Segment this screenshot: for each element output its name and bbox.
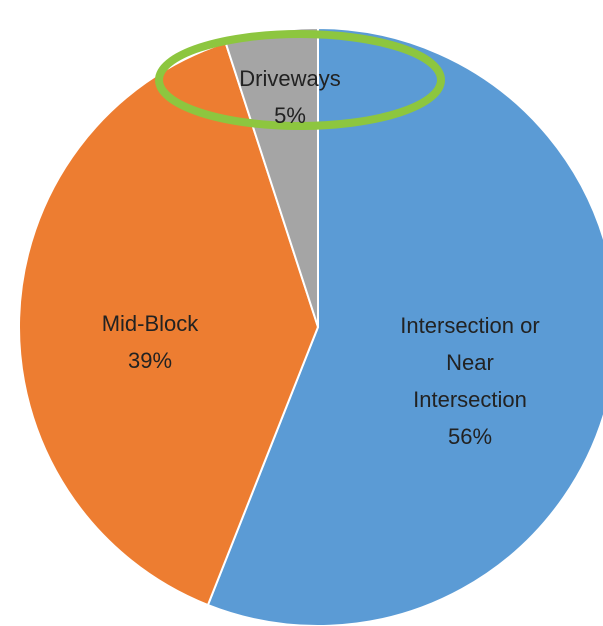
slice-value-label: 56% (447, 424, 493, 449)
pie-slice (206, 26, 603, 626)
slice-label: Intersection or Near Intersection (400, 313, 540, 412)
slice-value-label: 5% (274, 103, 306, 128)
pie-slice (18, 41, 320, 607)
slice-label: Driveways (239, 66, 341, 91)
highlight-ellipse (155, 30, 445, 130)
slice-label: Mid-Block (101, 311, 199, 336)
slice-value-label: 39% (127, 348, 173, 373)
